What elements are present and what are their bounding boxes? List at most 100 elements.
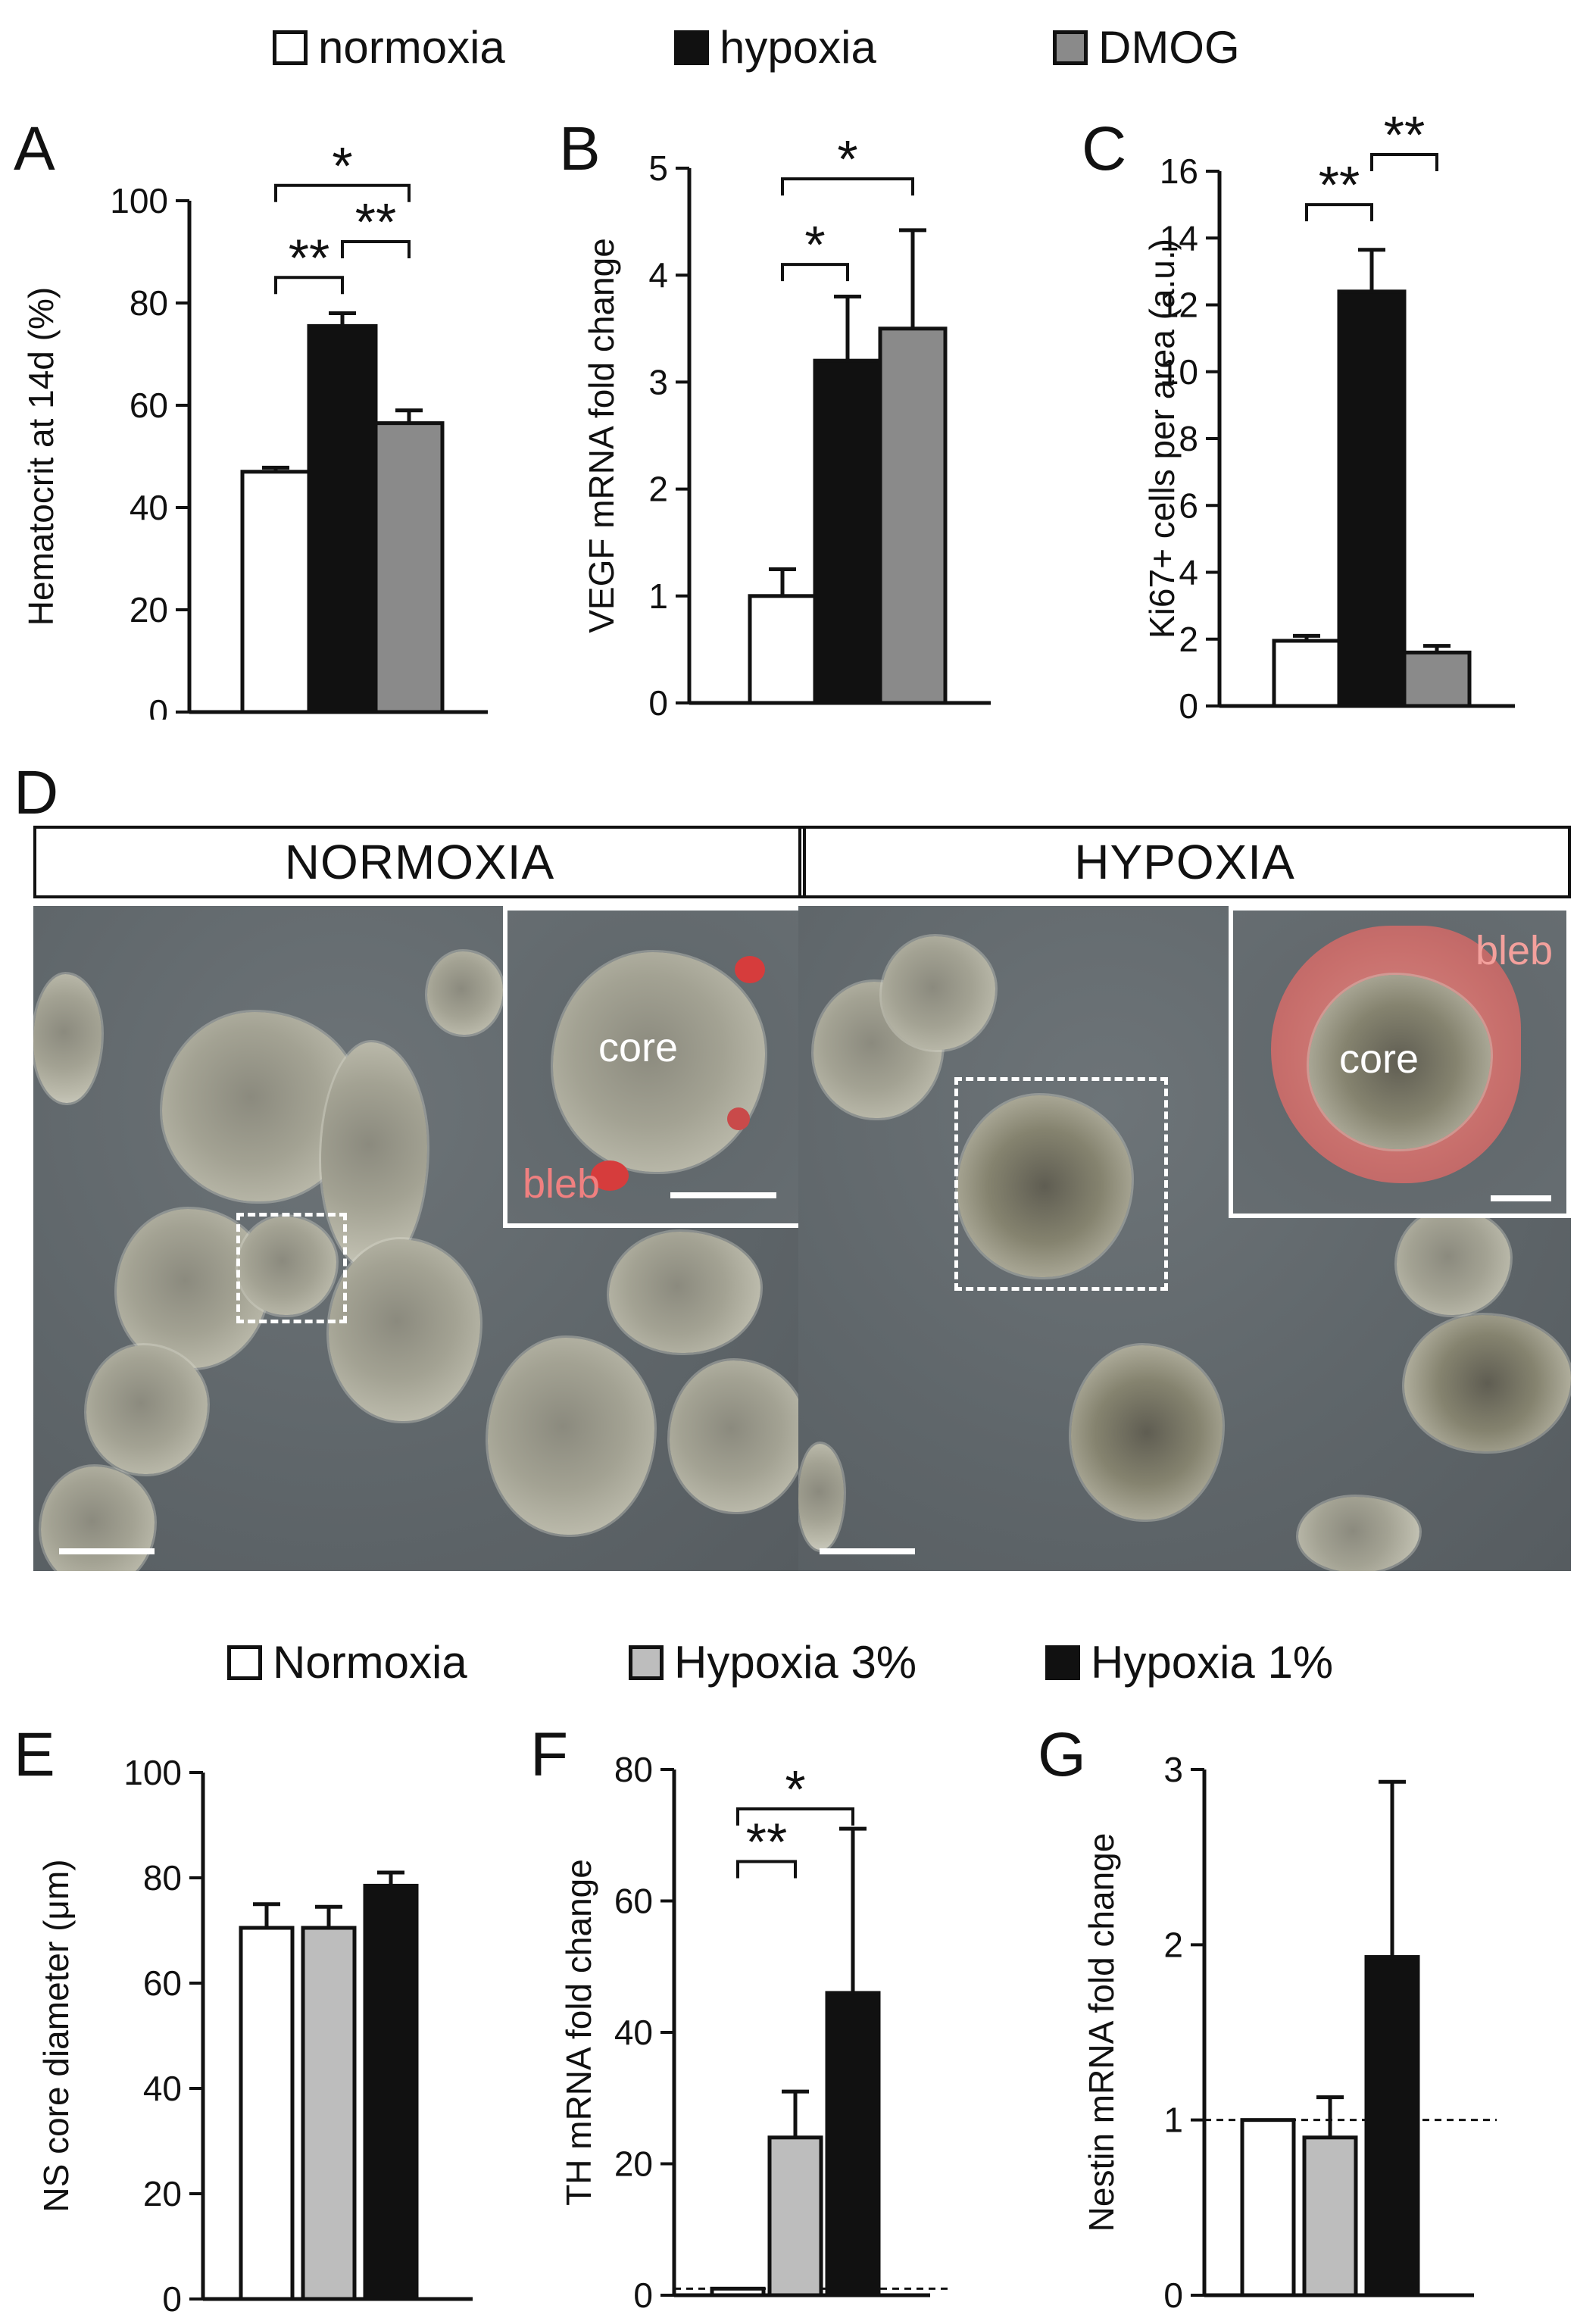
micrograph-normoxia-title: NORMOXIA: [33, 826, 806, 898]
legend-label-hypoxia: hypoxia: [720, 22, 876, 73]
bar: [813, 358, 882, 705]
significance-bracket: [274, 183, 411, 202]
bleb-marker: [735, 956, 765, 983]
y-tick-label: 0: [1163, 2276, 1183, 2315]
chart-b: 0 1 2 3 4 5 VEGF mRNA fold change **: [582, 130, 991, 720]
chart-f: 0 20 40 60 80 TH mRNA fold change ***: [559, 1750, 953, 2315]
inset-core-label: core: [1339, 1036, 1419, 1082]
significance-label: *: [837, 130, 857, 189]
y-axis-label: Ki67+ cells per area (a.u.): [1142, 239, 1182, 639]
y-tick-label: 100: [110, 181, 168, 220]
y-tick-label: 1: [1163, 2101, 1183, 2140]
neurosphere: [609, 1232, 760, 1353]
significance-label: **: [1319, 155, 1360, 214]
significance-bracket: [274, 276, 344, 295]
significance-label: **: [1384, 114, 1425, 164]
legend-swatch-hypoxia-3: [629, 1645, 664, 1680]
y-tick-label: 3: [1163, 1750, 1183, 1789]
inset-scale-bar: [670, 1192, 776, 1198]
legend-swatch-normoxia: [273, 30, 308, 65]
bar: [825, 1991, 881, 2297]
y-tick-label: 4: [648, 255, 668, 295]
neurosphere: [670, 1360, 806, 1512]
y-tick-label: 14: [1160, 218, 1198, 258]
bar: [1337, 289, 1407, 708]
y-tick-label: 16: [1160, 151, 1198, 191]
legend-item-normoxia: Normoxia: [227, 1636, 467, 1688]
legend-label-normoxia: normoxia: [318, 22, 505, 73]
legend-item-hypoxia: hypoxia: [674, 21, 876, 73]
inset-bleb-label: bleb: [1476, 928, 1554, 973]
y-tick-label: 40: [614, 2013, 653, 2052]
neurosphere: [33, 974, 101, 1103]
inset-core-label: core: [598, 1025, 679, 1070]
y-tick-label: 80: [130, 283, 168, 323]
y-tick-label: 0: [162, 2279, 182, 2319]
y-tick-label: 5: [648, 148, 668, 188]
legend-bottom: Normoxia Hypoxia 3% Hypoxia 1%: [0, 1629, 1577, 1689]
panel-letter-d: D: [14, 758, 59, 827]
chart-e: 0 20 40 60 80 100 NS core diameter (μm): [36, 1753, 473, 2319]
bar: [767, 2135, 823, 2297]
bar: [710, 2286, 766, 2297]
y-tick-label: 2: [648, 470, 668, 509]
scale-bar: [820, 1548, 915, 1554]
y-tick-label: 40: [130, 488, 168, 527]
neurosphere: [1404, 1315, 1571, 1451]
inset-bleb-label: bleb: [523, 1161, 601, 1207]
y-tick-label: 60: [614, 1882, 653, 1921]
legend-label-hypoxia-1: Hypoxia 1%: [1091, 1637, 1334, 1688]
legend-item-normoxia: normoxia: [273, 21, 505, 73]
significance-label: **: [289, 228, 329, 287]
inset-neurosphere: [1309, 975, 1491, 1149]
bar: [878, 326, 948, 705]
inset-normoxia: core bleb: [503, 906, 806, 1228]
bar: [1272, 639, 1341, 708]
bleb-marker: [591, 1160, 629, 1191]
bar: [1402, 650, 1472, 708]
y-tick-label: 100: [123, 1753, 182, 1792]
y-tick-label: 2: [1179, 620, 1198, 659]
significance-label: *: [785, 1760, 805, 1819]
bar: [363, 1883, 419, 2301]
significance-bracket: [341, 240, 411, 258]
y-axis-label: Hematocrit at 14d (%): [21, 287, 61, 626]
y-axis-label: NS core diameter (μm): [36, 1859, 76, 2212]
y-tick-label: 6: [1179, 486, 1198, 525]
inset-neurosphere: [553, 952, 765, 1172]
micrograph-hypoxia: HYPOXIA core bleb: [798, 826, 1571, 1571]
y-tick-label: 2: [1163, 1925, 1183, 1964]
y-tick-label: 20: [614, 2144, 653, 2184]
bar: [1364, 1955, 1420, 2297]
neurosphere: [238, 1217, 336, 1315]
legend-label-dmog: DMOG: [1098, 22, 1240, 73]
neurosphere: [488, 1338, 654, 1535]
y-tick-label: 60: [130, 386, 168, 425]
bar: [307, 323, 378, 714]
y-tick-label: 60: [143, 1963, 182, 2003]
legend-label-normoxia: Normoxia: [273, 1637, 467, 1688]
legend-top: normoxia hypoxia DMOG: [0, 14, 1577, 74]
significance-bracket: [736, 1807, 854, 1826]
y-tick-label: 0: [148, 692, 168, 720]
neurosphere: [427, 951, 503, 1035]
y-tick-label: 1: [648, 576, 668, 616]
bar: [373, 421, 445, 714]
neurosphere: [1071, 1345, 1223, 1520]
chart-g: 0 1 2 3 Nestin mRNA fold change: [1082, 1750, 1497, 2315]
bar: [301, 1926, 357, 2301]
y-tick-label: 80: [614, 1750, 653, 1789]
panel-letter-a: A: [14, 114, 55, 183]
y-tick-label: 20: [130, 590, 168, 629]
significance-label: **: [746, 1812, 787, 1871]
y-tick-label: 40: [143, 2069, 182, 2108]
y-tick-label: 12: [1160, 286, 1198, 325]
panel-letter-f: F: [530, 1720, 569, 1789]
y-tick-label: 10: [1160, 352, 1198, 392]
bar: [748, 594, 817, 705]
bar: [1302, 2135, 1358, 2297]
bar: [239, 1926, 295, 2301]
panel-letter-c: C: [1082, 114, 1127, 183]
legend-item-hypoxia-3: Hypoxia 3%: [629, 1636, 917, 1688]
